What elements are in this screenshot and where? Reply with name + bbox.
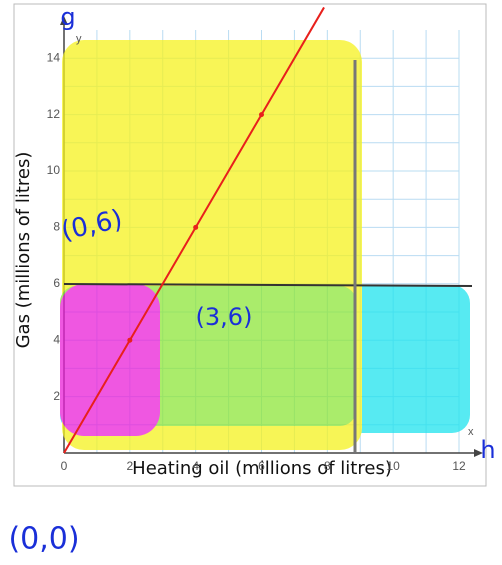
y-tick-label: 8 <box>53 220 60 234</box>
y-tick-label: 10 <box>47 163 61 177</box>
y-tick-label: 4 <box>53 332 60 346</box>
g-label: g <box>60 3 75 31</box>
y-axis-name: y <box>76 33 82 45</box>
y-tick-label: 12 <box>47 107 61 121</box>
x-tick-label: 4 <box>192 459 199 473</box>
data-point <box>259 112 264 117</box>
x-tick-label: 6 <box>258 459 265 473</box>
y-tick-label: 14 <box>47 50 61 64</box>
x-tick-label: 0 <box>61 459 68 473</box>
magenta-region <box>60 284 160 436</box>
x-tick-label: 10 <box>386 459 400 473</box>
data-point <box>127 338 132 343</box>
x-tick-label: 12 <box>452 459 466 473</box>
y-axis-title: Gas (millions of litres) <box>13 152 34 349</box>
h-label: h <box>480 436 495 464</box>
x-tick-label: 2 <box>126 459 133 473</box>
chart: Heating oil (millions of litres) Gas (mi… <box>0 0 502 565</box>
y-tick-label: 2 <box>53 389 60 403</box>
point-annotation: (3,6) <box>196 303 253 331</box>
x-axis-name: x <box>468 426 474 438</box>
y-tick-label: 6 <box>53 276 60 290</box>
data-point <box>193 225 198 230</box>
point-annotation: (0,0) <box>8 522 79 557</box>
x-tick-label: 8 <box>324 459 331 473</box>
